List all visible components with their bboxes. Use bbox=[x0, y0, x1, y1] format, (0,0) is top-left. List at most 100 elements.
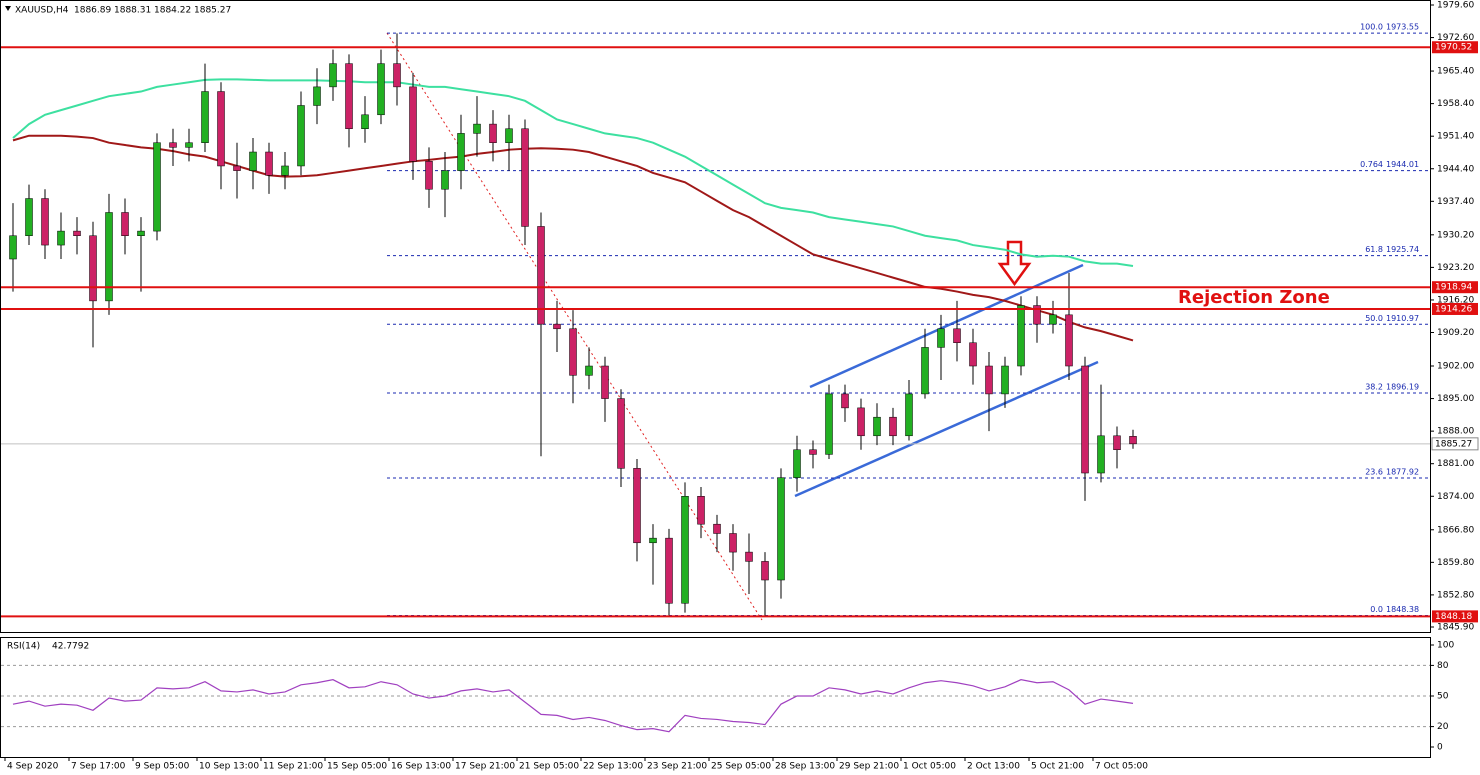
header-low: 1884.22 bbox=[154, 6, 191, 16]
x-tick-label: 9 Sep 05:00 bbox=[135, 762, 190, 772]
y-tick-label: 1874.00 bbox=[1437, 492, 1474, 502]
level-tag bbox=[1432, 41, 1478, 54]
candle-body bbox=[297, 105, 305, 167]
fib-value: 1896.19 bbox=[1386, 383, 1419, 392]
x-tick-label: 21 Sep 05:00 bbox=[519, 762, 579, 772]
x-tick-label: 17 Sep 21:00 bbox=[455, 762, 515, 772]
header-high: 1888.31 bbox=[114, 6, 151, 16]
level-tag bbox=[1432, 610, 1478, 623]
y-tick-label: 1895.00 bbox=[1437, 394, 1474, 404]
candle-body bbox=[377, 63, 385, 116]
fib-ratio: 100.0 bbox=[1360, 23, 1383, 32]
candle-body bbox=[905, 393, 913, 437]
candle-body bbox=[1081, 365, 1089, 474]
y-tick-label: 1958.40 bbox=[1437, 99, 1474, 109]
candle-body bbox=[633, 468, 641, 544]
x-tick-label: 1 Oct 05:00 bbox=[903, 762, 956, 772]
x-tick-label: 2 Oct 13:00 bbox=[967, 762, 1020, 772]
candle-body bbox=[361, 114, 369, 129]
x-tick-label: 11 Sep 21:00 bbox=[263, 762, 323, 772]
level-label: 1848.18 bbox=[1435, 612, 1472, 622]
fib-ratio: 0.0 bbox=[1370, 605, 1383, 614]
y-tick-label: 1881.00 bbox=[1437, 459, 1474, 469]
candle-body bbox=[505, 128, 513, 143]
candle-body bbox=[825, 393, 833, 455]
candle-body bbox=[1065, 314, 1073, 367]
rsi-tick-label: 50 bbox=[1437, 692, 1449, 702]
candle-body bbox=[745, 551, 753, 562]
candle-body bbox=[345, 63, 353, 129]
candle-body bbox=[57, 230, 65, 246]
candle-body bbox=[937, 328, 945, 348]
fib-value: 1848.38 bbox=[1386, 605, 1419, 614]
x-tick-label: 10 Sep 13:00 bbox=[199, 762, 259, 772]
level-label: 1918.94 bbox=[1435, 283, 1472, 293]
x-tick-label: 5 Oct 21:00 bbox=[1031, 762, 1084, 772]
candle-body bbox=[969, 342, 977, 367]
x-tick-label: 7 Sep 17:00 bbox=[71, 762, 126, 772]
candle-body bbox=[409, 86, 417, 162]
level-label: 1914.26 bbox=[1435, 304, 1472, 314]
moving-average bbox=[12, 134, 1134, 342]
candle-body bbox=[41, 198, 49, 246]
x-tick-label: 29 Sep 21:00 bbox=[839, 762, 899, 772]
candle-body bbox=[201, 91, 209, 143]
x-tick-label: 22 Sep 13:00 bbox=[583, 762, 643, 772]
candle-body bbox=[457, 133, 465, 171]
fib-ratio: 0.764 bbox=[1360, 160, 1383, 169]
candle-body bbox=[265, 151, 273, 176]
candle-body bbox=[585, 365, 593, 376]
candle-body bbox=[1033, 305, 1041, 325]
level-tag bbox=[1432, 302, 1478, 315]
y-tick-label: 1965.40 bbox=[1437, 67, 1474, 77]
y-tick-label: 1859.80 bbox=[1437, 558, 1474, 568]
channel-bottom bbox=[794, 360, 1099, 498]
y-tick-label: 1944.40 bbox=[1437, 164, 1474, 174]
y-tick-label: 1866.80 bbox=[1437, 525, 1474, 535]
y-tick-label: 1979.60 bbox=[1437, 1, 1474, 11]
candle-body bbox=[665, 537, 673, 604]
fib-value: 1877.92 bbox=[1386, 468, 1419, 477]
candle-body bbox=[473, 123, 481, 134]
y-tick-label: 1916.20 bbox=[1437, 295, 1474, 305]
candle-body bbox=[649, 537, 657, 544]
rsi-line bbox=[12, 679, 1134, 733]
price-label: 1885.27 bbox=[1435, 439, 1472, 449]
header-open: 1886.89 bbox=[74, 6, 111, 16]
candle-body bbox=[809, 449, 817, 455]
candle-body bbox=[1049, 314, 1057, 325]
y-tick-label: 1951.40 bbox=[1437, 132, 1474, 142]
y-tick-label: 1937.40 bbox=[1437, 197, 1474, 207]
candle-body bbox=[249, 151, 257, 171]
x-tick-label: 25 Sep 05:00 bbox=[711, 762, 771, 772]
level-tag bbox=[1432, 281, 1478, 294]
channel-top bbox=[809, 263, 1084, 389]
y-tick-label: 1845.90 bbox=[1437, 623, 1474, 633]
candle-body bbox=[681, 496, 689, 604]
rsi-tick-label: 20 bbox=[1437, 722, 1449, 732]
candle-body bbox=[313, 86, 321, 106]
candle-body bbox=[393, 63, 401, 88]
rsi-frame bbox=[0, 637, 1431, 758]
header-symbol: XAUUSD,H4 bbox=[15, 6, 69, 16]
candle-body bbox=[233, 165, 241, 171]
y-tick-label: 1972.60 bbox=[1437, 33, 1474, 43]
fib-value: 1925.74 bbox=[1386, 245, 1419, 254]
candle-body bbox=[1129, 436, 1137, 445]
y-tick-label: 1930.20 bbox=[1437, 230, 1474, 240]
candle-body bbox=[217, 91, 225, 167]
fib-value: 1910.97 bbox=[1386, 314, 1419, 323]
rejection-arrow bbox=[997, 240, 1032, 287]
rsi-label: RSI(14) bbox=[7, 642, 40, 652]
rsi-tick-label: 80 bbox=[1437, 661, 1449, 671]
candle-body bbox=[521, 128, 529, 227]
candle-body bbox=[9, 235, 17, 260]
candle-body bbox=[841, 393, 849, 409]
rsi-tick-label: 0 bbox=[1437, 743, 1443, 753]
candle-body bbox=[729, 533, 737, 553]
header-close: 1885.27 bbox=[194, 6, 231, 16]
moving-average bbox=[12, 78, 1134, 267]
candle-body bbox=[489, 123, 497, 143]
y-tick-label: 1888.00 bbox=[1437, 427, 1474, 437]
candle-body bbox=[793, 449, 801, 478]
